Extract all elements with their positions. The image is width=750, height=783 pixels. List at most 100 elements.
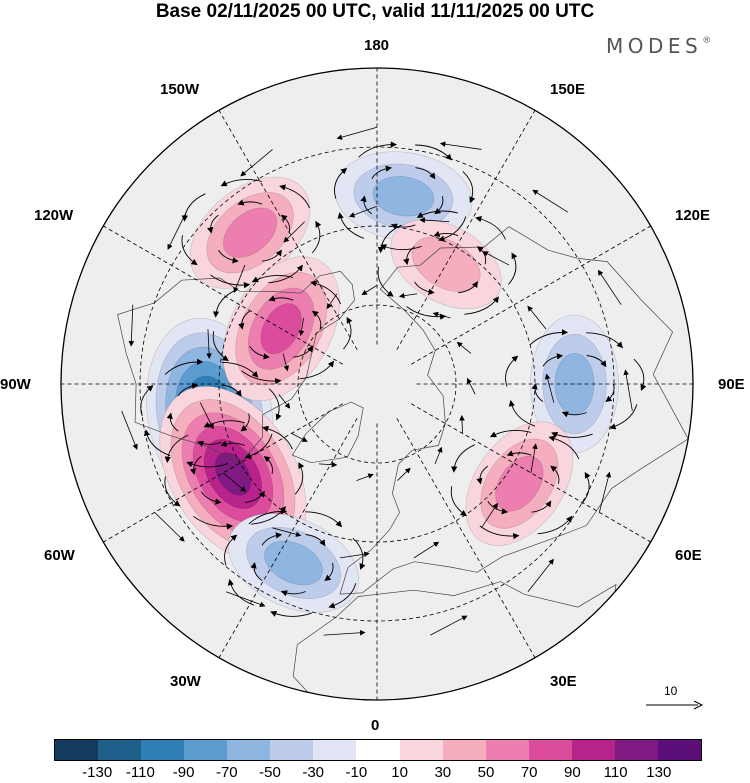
colorbar-swatch — [55, 740, 99, 760]
streamline-arrow — [586, 355, 607, 368]
colorbar-tick-label: -30 — [302, 764, 325, 781]
streamline-arrow — [268, 388, 282, 421]
flow-arrow — [430, 615, 468, 636]
flow-arrow — [623, 369, 633, 411]
streamline-arrow — [299, 360, 335, 380]
streamline-arrow — [506, 450, 532, 457]
flow-arrow — [199, 402, 214, 430]
streamline-arrow — [279, 184, 310, 209]
streamline-arrow — [186, 461, 229, 468]
streamline-arrow — [352, 537, 366, 570]
coastline — [292, 581, 617, 700]
flow-arrow — [298, 317, 305, 337]
flow-arrow — [240, 149, 273, 177]
streamline-arrow — [403, 246, 415, 266]
lon-label-150e: 150E — [550, 81, 586, 98]
colorbar-swatch — [657, 740, 701, 760]
streamline-arrow — [380, 244, 422, 251]
reference-vector-label: 10 — [664, 684, 678, 698]
streamline-arrow — [475, 215, 506, 240]
colorbar-swatch — [270, 740, 314, 760]
anomaly-pos-ural — [465, 421, 574, 546]
lon-label-60e: 60E — [675, 547, 702, 564]
coastline — [339, 226, 689, 595]
flow-arrow — [167, 212, 187, 250]
lon-label-180: 180 — [364, 37, 390, 54]
streamline-arrow — [263, 456, 273, 475]
streamline-arrow — [438, 216, 467, 242]
flow-arrow — [282, 353, 289, 372]
streamline-arrow — [489, 429, 532, 438]
streamline-arrow — [561, 411, 587, 418]
streamline-arrow — [249, 346, 270, 360]
streamline-arrow — [390, 223, 416, 230]
streamline-arrow — [311, 220, 322, 254]
colorbar-swatch — [528, 740, 572, 760]
streamline-arrow — [181, 193, 206, 222]
flow-arrow — [456, 341, 472, 354]
streamline-arrow — [189, 456, 202, 475]
streamline-arrow — [416, 210, 459, 218]
streamline-arrow — [210, 274, 251, 289]
streamline-arrow — [586, 332, 624, 349]
colorbar-tick-label: -90 — [172, 764, 195, 781]
colorbar-tick-label: -10 — [345, 764, 368, 781]
colorbar-tick-label: 130 — [646, 764, 672, 781]
flow-arrow — [336, 126, 378, 140]
colorbar-swatch — [141, 740, 185, 760]
flow-arrow — [466, 377, 476, 395]
streamline-arrow — [531, 500, 552, 513]
anomaly-field — [61, 68, 693, 700]
streamline-arrow — [241, 370, 282, 385]
flow-arrow — [459, 414, 465, 434]
flow-arrow — [527, 305, 547, 330]
streamline-arrow — [244, 490, 265, 503]
colorbar-tick-label: -110 — [125, 764, 155, 781]
lon-label-120e: 120E — [675, 207, 711, 224]
flow-arrow — [283, 221, 305, 243]
flow-arrow — [291, 433, 308, 442]
flow-arrow — [482, 251, 510, 266]
colorbar-tick-label: 50 — [477, 764, 495, 781]
streamline-arrow — [280, 214, 290, 233]
anomaly-neg-pacific — [334, 151, 473, 242]
streamline-arrow — [221, 384, 242, 397]
streamline-arrow — [479, 525, 520, 540]
streamline-arrow — [450, 486, 467, 517]
lon-label-30e: 30E — [550, 673, 577, 690]
colorbar-tick-label: 70 — [520, 764, 538, 781]
colorbar-swatch — [184, 740, 228, 760]
flow-arrow — [128, 304, 135, 347]
streamline-arrow — [414, 281, 435, 295]
streamline-arrow — [221, 361, 259, 378]
streamline-arrow — [164, 476, 181, 507]
streamline-arrow — [537, 515, 573, 535]
reference-vector-arrow — [646, 700, 704, 710]
flow-arrow — [434, 446, 443, 465]
streamline-arrow — [464, 296, 499, 315]
flow-arrow — [413, 541, 440, 559]
streamline-arrow — [143, 429, 171, 457]
flow-arrow — [439, 141, 482, 150]
lon-label-0: 0 — [371, 717, 380, 734]
streamline-arrow — [358, 141, 397, 158]
streamline-arrow — [268, 295, 294, 302]
flow-arrow — [206, 329, 212, 360]
streamline-arrow — [343, 316, 353, 350]
streamline-arrow — [462, 171, 476, 204]
coastline — [291, 401, 364, 464]
streamline-arrow — [218, 250, 239, 264]
anomaly-contour — [372, 176, 435, 217]
colorbar-swatch — [614, 740, 658, 760]
streamline-arrow — [212, 331, 229, 362]
streamline-arrow — [531, 383, 544, 402]
streamline-arrow — [311, 310, 322, 329]
flow-arrow — [339, 551, 370, 559]
anomaly-contour — [214, 452, 251, 496]
colorbar-swatch — [442, 740, 486, 760]
streamline-arrow — [224, 534, 238, 566]
streamline-arrow — [508, 252, 518, 285]
flow-arrow — [326, 293, 338, 310]
anomaly-contour — [264, 540, 323, 586]
